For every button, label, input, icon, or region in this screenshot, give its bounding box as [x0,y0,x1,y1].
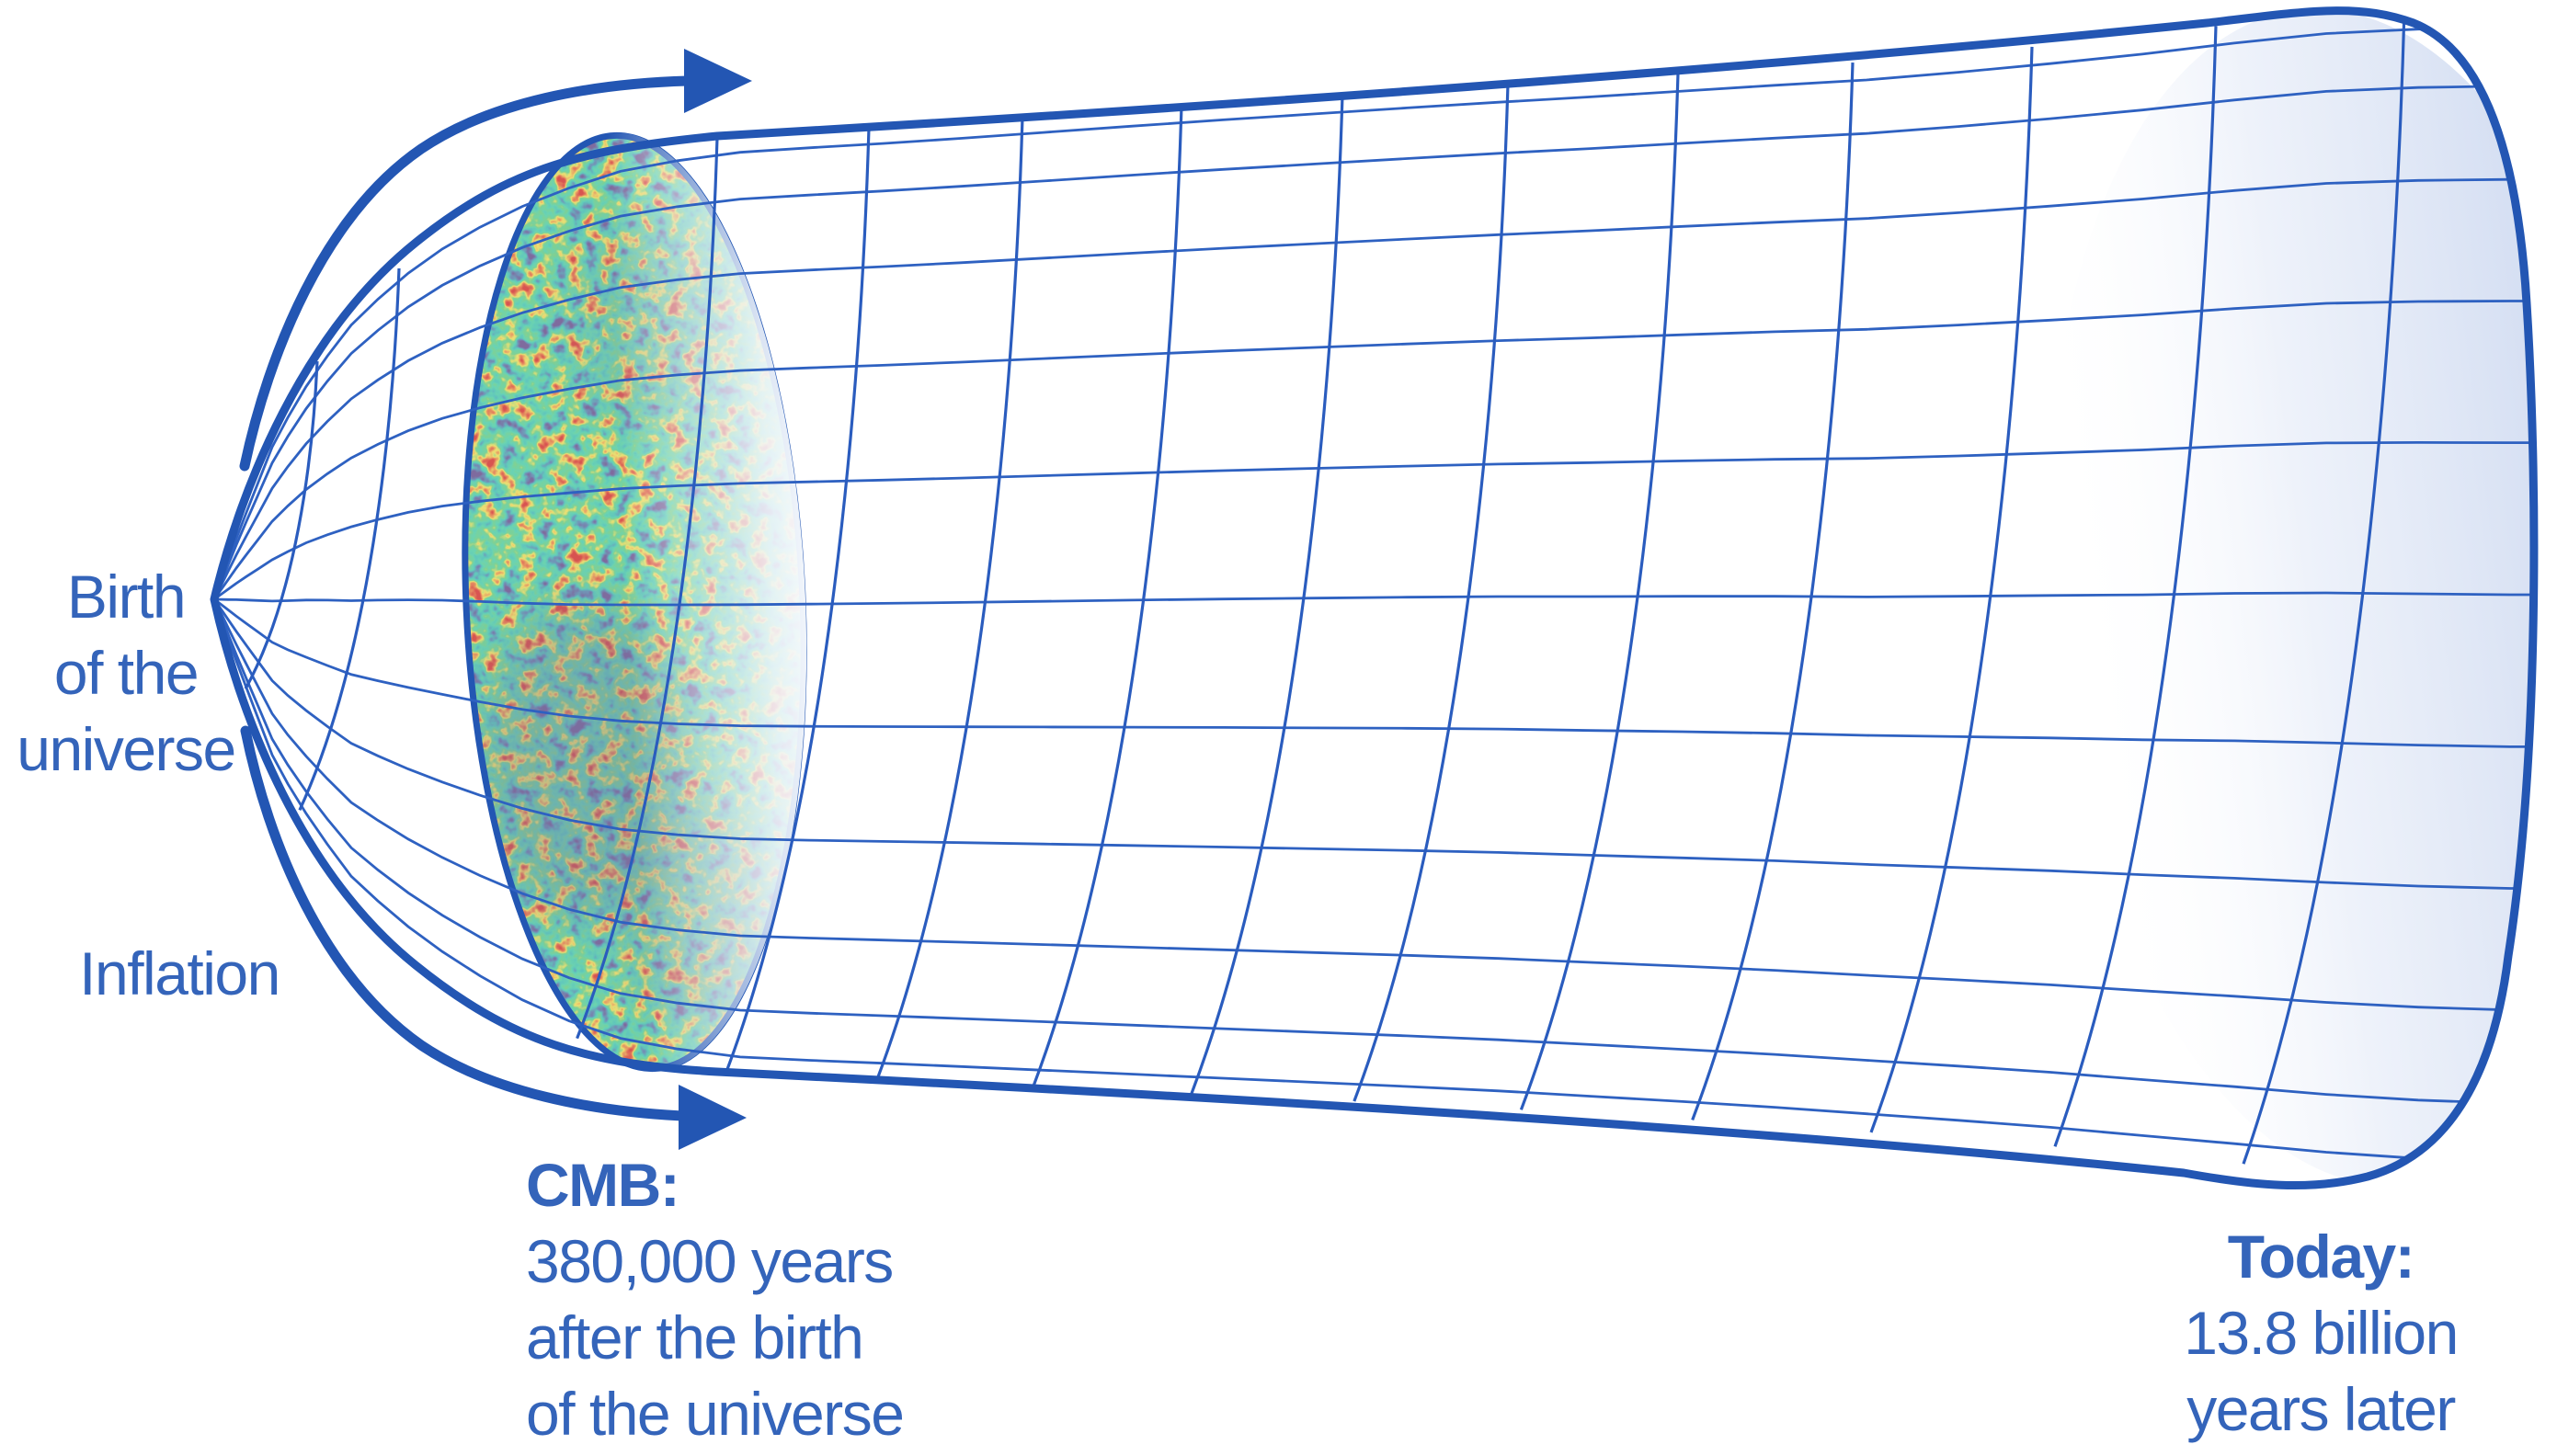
right-arrow-top [239,75,693,472]
label-line: 380,000 years [526,1227,894,1295]
right-arrow-top-head-icon [684,49,752,113]
label-line: after the birth [526,1303,864,1371]
horn-grid [214,10,2534,1165]
today-caption-heading: Today: [2227,1223,2415,1291]
inflation-arrows [239,49,752,1150]
label-line: Inflation [79,939,280,1007]
horn-outline [210,6,2539,1190]
cmb-map [446,128,823,1076]
right-arrow-bottom [240,725,688,1121]
label-line: Birth [66,563,187,631]
today-caption: Today: 13.8 billion years later [2137,1219,2505,1448]
inflation-label: Inflation [41,936,317,1012]
cmb-caption: CMB: 380,000 years after the birth of th… [526,1147,905,1452]
right-arrow-bottom-head-icon [679,1085,747,1150]
horn-mouth-shading [2047,10,2534,1186]
label-line: universe [17,715,236,783]
label-line: of the [53,639,200,707]
label-line: 13.8 billion [2184,1299,2459,1367]
label-line: of the universe [526,1380,905,1448]
cmb-caption-heading: CMB: [526,1151,680,1219]
birth-of-universe-label: Birth of the universe [2,559,250,788]
label-line: years later [2186,1375,2456,1443]
